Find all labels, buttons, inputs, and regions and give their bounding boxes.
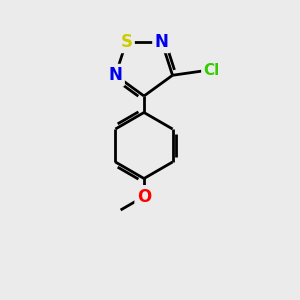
Text: Cl: Cl — [203, 63, 220, 78]
Text: S: S — [120, 33, 132, 51]
Text: N: N — [155, 33, 169, 51]
Text: O: O — [137, 188, 151, 206]
Text: N: N — [109, 66, 122, 84]
